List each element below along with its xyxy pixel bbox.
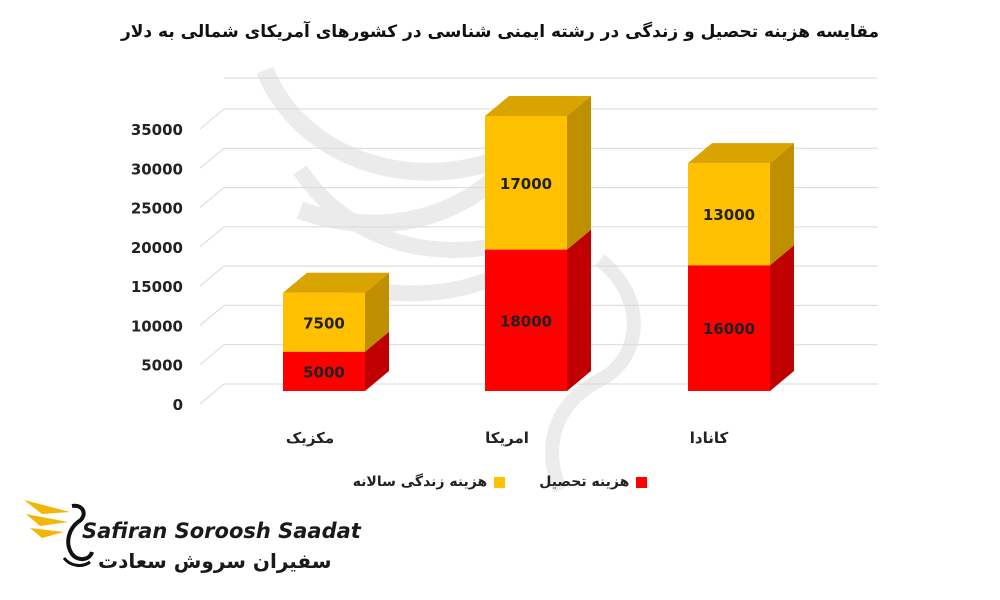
chart-title: مقایسه هزینه تحصیل و زندگی در رشته ایمنی… — [120, 22, 880, 42]
legend-item-tuition: هزینه تحصیل — [539, 474, 648, 490]
bar-side — [567, 96, 591, 250]
bar-segment — [688, 265, 770, 391]
legend: هزینه تحصیل هزینه زندگی سالانه — [330, 474, 670, 490]
grid-diagonal — [199, 344, 225, 366]
bars: 5000 7500 18000 17000 16000 13000 — [283, 96, 794, 391]
y-tick-label: 20000 — [131, 239, 183, 257]
bar-segment — [485, 116, 567, 250]
y-tick-label: 25000 — [131, 200, 183, 218]
grid-diagonal — [199, 147, 225, 169]
y-tick-label: 30000 — [131, 160, 183, 178]
y-tick-label: 0 — [173, 396, 183, 414]
bar-side — [770, 245, 794, 391]
y-tick-label: 10000 — [131, 317, 183, 335]
grid-diagonal — [199, 305, 225, 326]
brand-logo: Safiran Soroosh Saadat سفیران سروش سعادت — [20, 492, 361, 582]
grid-diagonal — [199, 265, 225, 287]
bar-segment — [485, 249, 567, 391]
legend-item-living: هزینه زندگی سالانه — [353, 474, 506, 490]
x-category-label: امریکا — [485, 429, 529, 447]
data-label: 18000 — [500, 312, 552, 330]
y-tick-label: 35000 — [131, 121, 183, 139]
data-label: 7500 — [303, 314, 345, 332]
winged-swan-logo-icon — [24, 500, 94, 567]
y-tick-label: 5000 — [141, 357, 183, 375]
data-label: 13000 — [703, 206, 755, 224]
legend-label-tuition: هزینه تحصیل — [539, 474, 630, 490]
data-label: 17000 — [500, 175, 552, 193]
grid-diagonal — [199, 187, 225, 208]
grid-diagonal — [199, 226, 225, 248]
bar-side — [365, 272, 389, 352]
bar-segment — [283, 351, 365, 391]
data-label: 5000 — [303, 363, 345, 381]
y-axis-ticks: 0 5000 10000 15000 20000 25000 30000 35000 — [131, 121, 183, 414]
grid-diagonal — [199, 383, 225, 405]
x-axis-categories: مکزیک امریکا کانادا — [286, 429, 729, 447]
bar-side — [567, 229, 591, 391]
y-tick-label: 15000 — [131, 278, 183, 296]
x-category-label: مکزیک — [286, 429, 334, 447]
bar-segment — [688, 163, 770, 266]
legend-label-living: هزینه زندگی سالانه — [352, 474, 488, 490]
brand-name-farsi: سفیران سروش سعادت — [98, 549, 332, 573]
bar-side — [365, 331, 389, 391]
legend-swatch-living — [494, 476, 506, 488]
bar-top — [283, 272, 389, 293]
legend-swatch-tuition — [636, 476, 648, 488]
bar-top — [688, 143, 794, 164]
bar-segment — [283, 292, 365, 352]
bar-side — [770, 143, 794, 266]
data-label: 16000 — [703, 320, 755, 338]
grid-diagonal — [199, 108, 225, 130]
brand-name-latin: Safiran Soroosh Saadat — [82, 519, 361, 543]
x-category-label: کانادا — [690, 429, 729, 447]
bar-top — [485, 96, 591, 116]
